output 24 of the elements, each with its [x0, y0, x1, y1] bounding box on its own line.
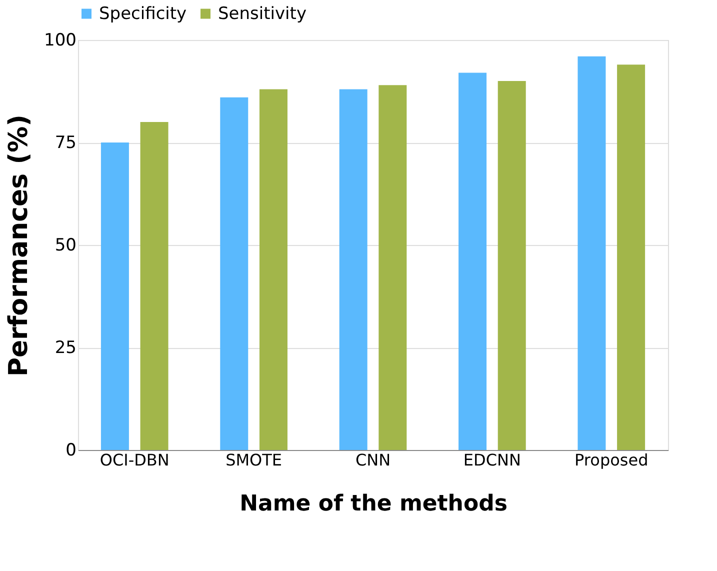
- legend-label: Sensitivity: [218, 4, 307, 24]
- x-tick-label: EDCNN: [463, 450, 521, 470]
- bar: [498, 81, 526, 450]
- bar: [617, 64, 646, 450]
- y-tick-label: 0: [66, 440, 76, 460]
- x-tick-label: Proposed: [574, 450, 648, 470]
- bar: [578, 56, 606, 450]
- bar: [100, 142, 129, 450]
- bar: [259, 89, 288, 450]
- bar: [378, 85, 407, 450]
- x-tick-label: OCI-DBN: [100, 450, 170, 470]
- x-tick-label: CNN: [355, 450, 391, 470]
- bar: [339, 89, 368, 450]
- y-tick-label: 50: [54, 236, 76, 256]
- y-tick-label: 100: [44, 30, 76, 50]
- y-tick-label: 75: [54, 133, 76, 153]
- y-axis-title: Performances (%): [4, 114, 34, 377]
- y-tick-label: 25: [54, 338, 76, 358]
- x-axis-title: Name of the methods: [240, 492, 508, 516]
- bar: [140, 122, 168, 450]
- bar: [220, 97, 248, 450]
- bar: [458, 72, 487, 450]
- legend-label: Specificity: [99, 4, 187, 24]
- x-tick-label: SMOTE: [226, 450, 282, 470]
